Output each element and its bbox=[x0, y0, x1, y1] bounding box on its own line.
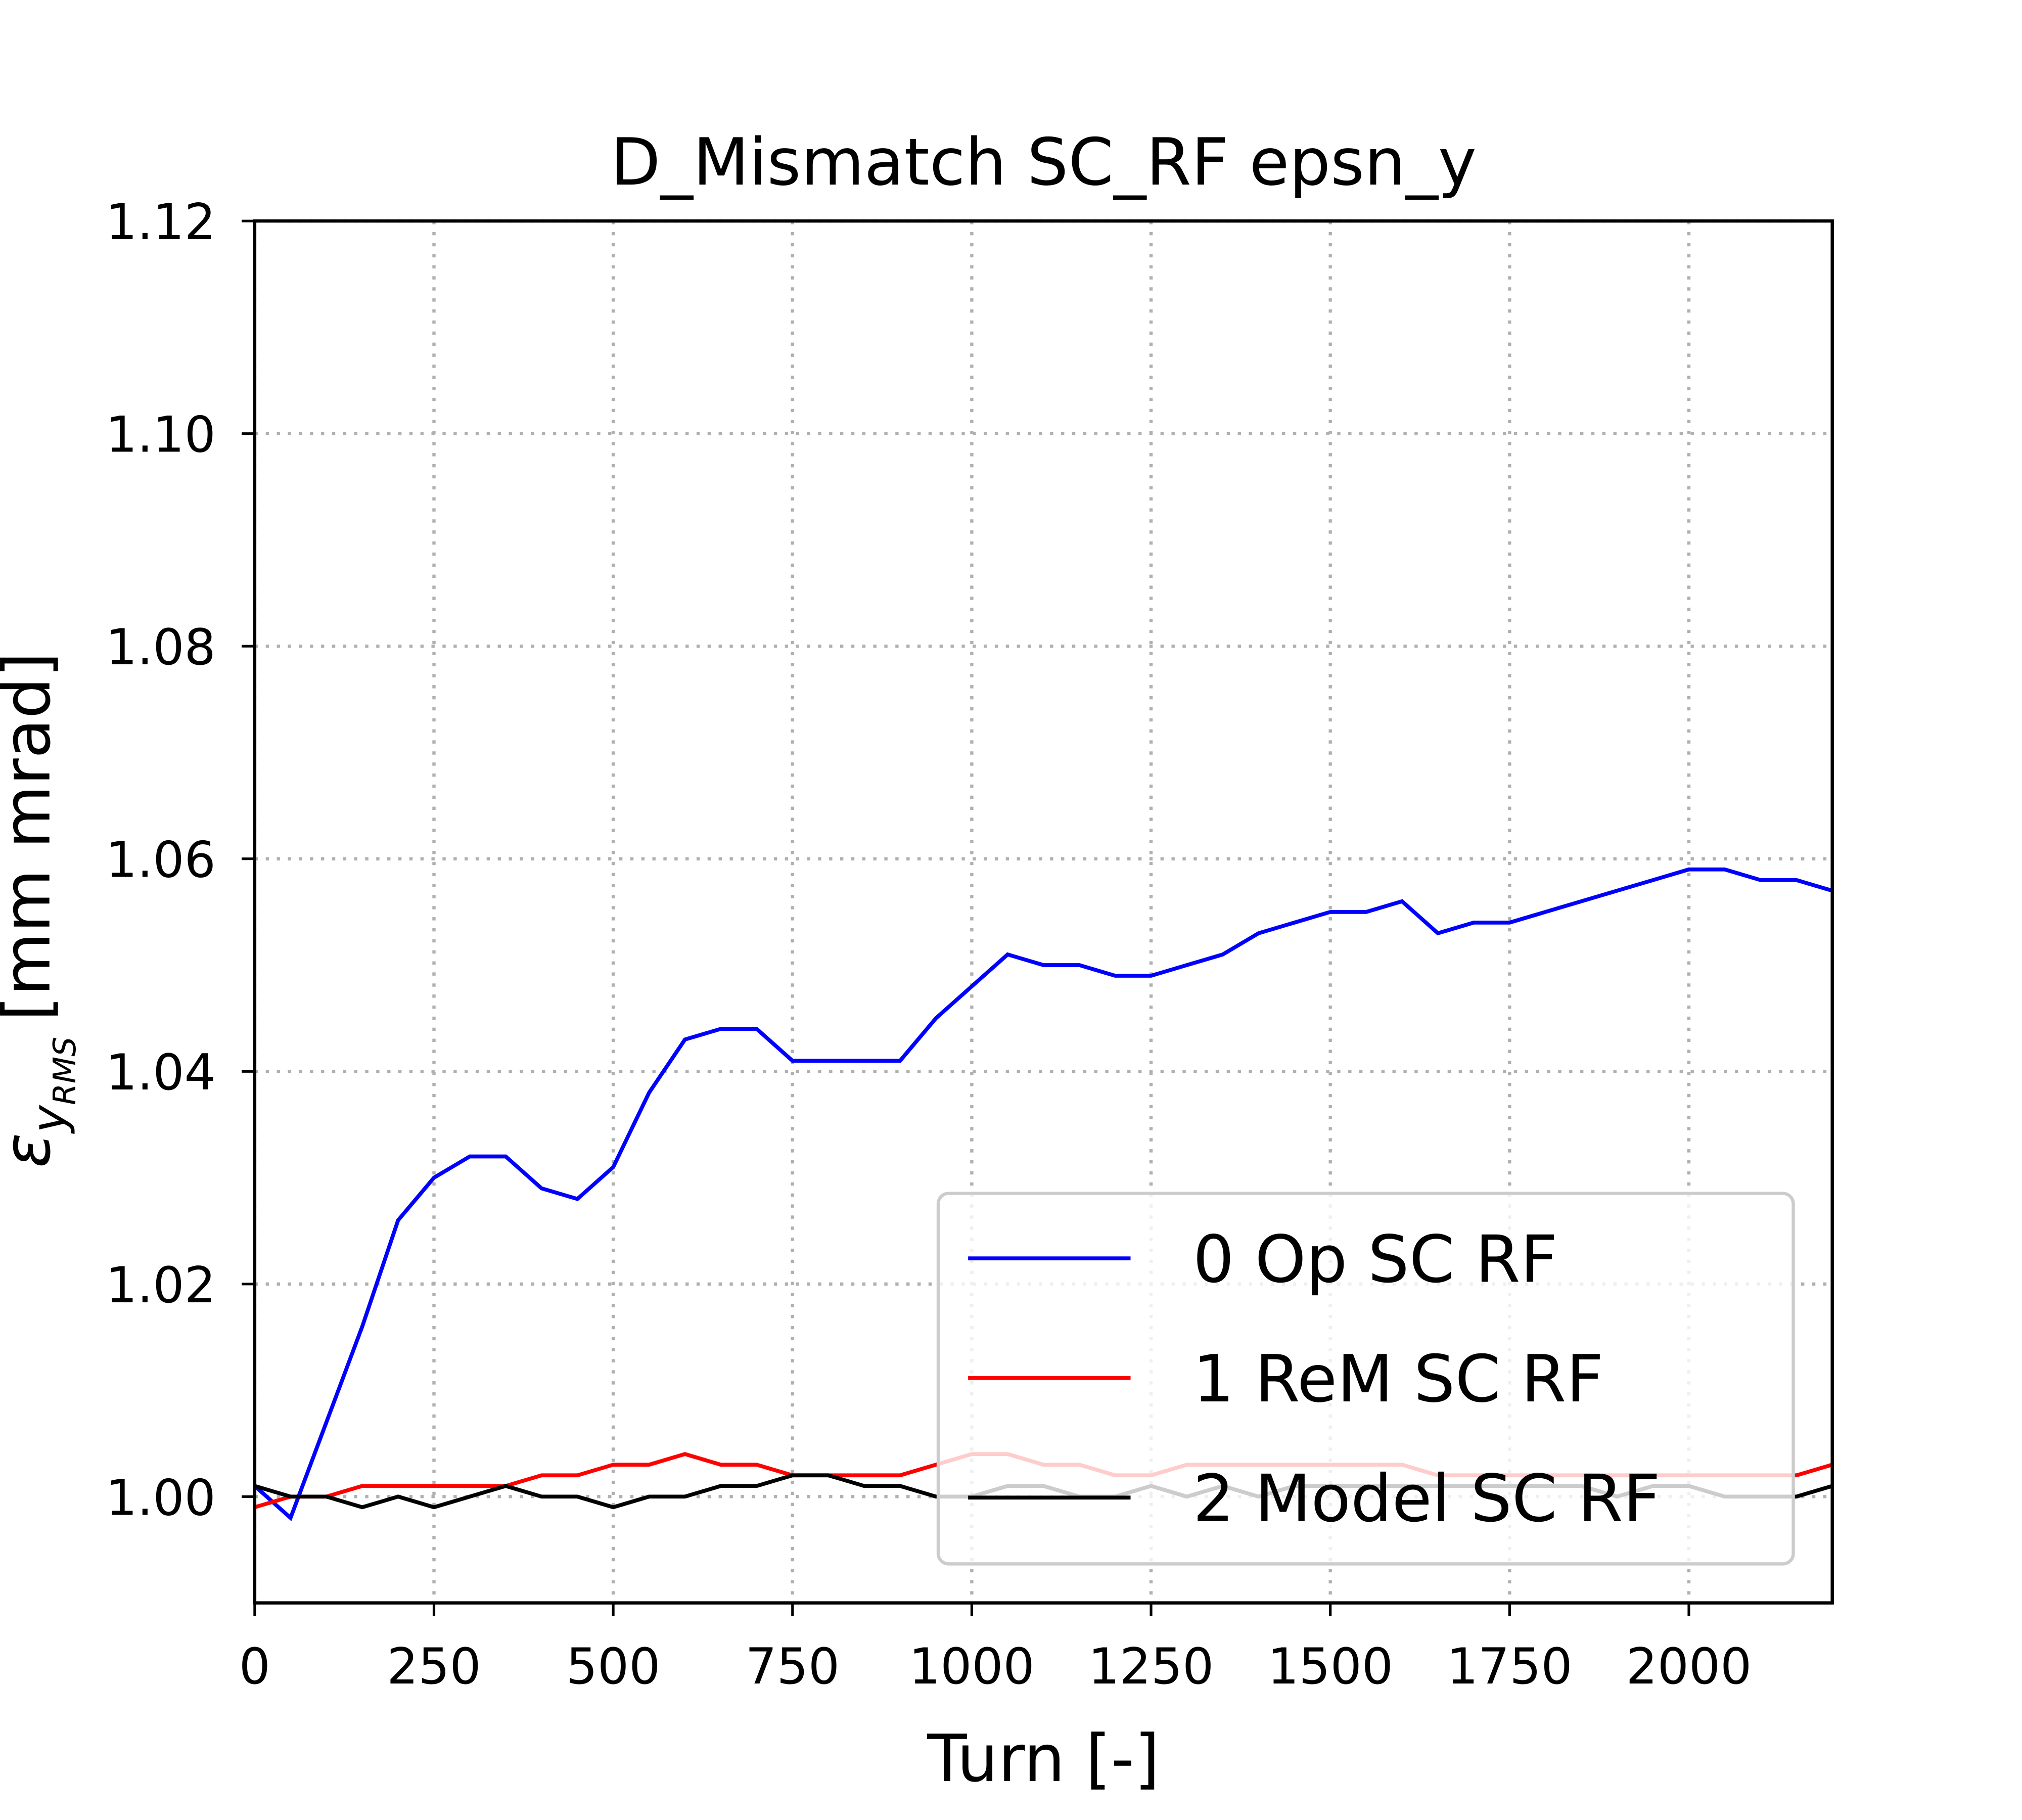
y-axis-label: εyRMS [mm mrad] bbox=[0, 652, 83, 1168]
x-tick-label: 1250 bbox=[1088, 1638, 1214, 1696]
y-tick-label: 1.02 bbox=[106, 1257, 215, 1314]
y-label-symbol: ε bbox=[0, 1133, 65, 1168]
x-tick-label: 1750 bbox=[1447, 1638, 1573, 1696]
legend-label: 1 ReM SC RF bbox=[1193, 1342, 1603, 1417]
legend: 0 Op SC RF 1 ReM SC RF 2 Model SC RF bbox=[936, 1192, 1795, 1566]
x-tick-label: 500 bbox=[566, 1638, 660, 1696]
y-tick-label: 1.10 bbox=[106, 406, 215, 464]
x-tick-label: 750 bbox=[746, 1638, 840, 1696]
x-tick-label: 2000 bbox=[1626, 1638, 1752, 1696]
y-tick-label: 1.08 bbox=[106, 619, 215, 676]
legend-label: 2 Model SC RF bbox=[1193, 1462, 1661, 1537]
legend-label: 0 Op SC RF bbox=[1193, 1222, 1558, 1297]
y-label-unit: [mm mrad] bbox=[0, 652, 65, 1021]
plot-frame bbox=[253, 219, 1834, 1605]
y-label-sub: y bbox=[22, 1105, 76, 1134]
chart-title: D_Mismatch SC_RF epsn_y bbox=[611, 125, 1477, 200]
x-tick-label: 1000 bbox=[909, 1638, 1035, 1696]
legend-box bbox=[936, 1192, 1795, 1566]
y-tick-label: 1.12 bbox=[106, 194, 215, 251]
y-tick-label: 1.00 bbox=[106, 1469, 215, 1527]
y-label-subsub: RMS bbox=[47, 1037, 83, 1105]
x-tick-label: 1500 bbox=[1267, 1638, 1393, 1696]
x-axis-label: Turn [-] bbox=[927, 1721, 1160, 1797]
x-tick-label: 250 bbox=[387, 1638, 481, 1696]
y-tick-label: 1.06 bbox=[106, 832, 215, 889]
y-tick-label: 1.04 bbox=[106, 1044, 215, 1102]
series-line bbox=[253, 867, 1833, 1521]
x-tick-label: 0 bbox=[239, 1638, 270, 1696]
